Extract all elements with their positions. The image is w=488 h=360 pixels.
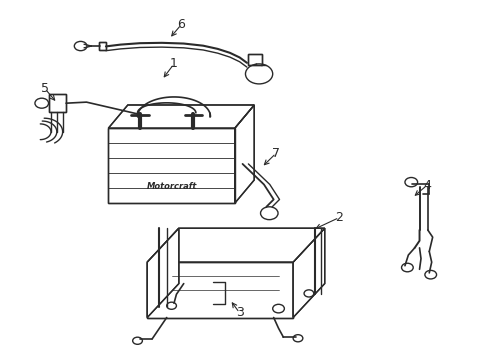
Text: 4: 4	[422, 179, 430, 192]
Polygon shape	[108, 128, 234, 203]
Polygon shape	[147, 262, 292, 318]
Text: 6: 6	[177, 18, 185, 31]
Polygon shape	[157, 292, 306, 312]
Text: 1: 1	[170, 57, 178, 71]
Text: 2: 2	[335, 211, 343, 224]
Text: 3: 3	[235, 306, 243, 319]
Polygon shape	[108, 105, 254, 128]
Polygon shape	[99, 42, 106, 50]
Polygon shape	[147, 228, 324, 262]
Polygon shape	[147, 228, 179, 318]
Polygon shape	[48, 94, 66, 112]
Text: Motorcraft: Motorcraft	[146, 182, 196, 191]
Polygon shape	[292, 228, 324, 318]
Polygon shape	[234, 105, 254, 203]
Text: 5: 5	[41, 82, 49, 95]
Text: 7: 7	[271, 147, 280, 160]
Polygon shape	[248, 54, 262, 65]
